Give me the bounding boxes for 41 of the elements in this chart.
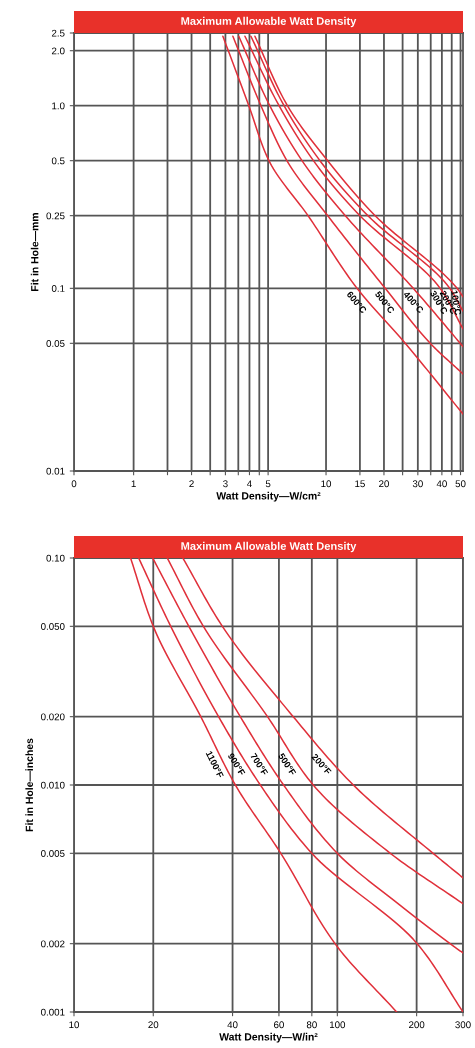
x-tick-label: 40 bbox=[436, 480, 447, 488]
x-tick-label: 10 bbox=[69, 1021, 80, 1029]
x-tick-label: 80 bbox=[306, 1021, 317, 1029]
x-tick-label: 3 bbox=[223, 480, 228, 488]
y-tick-label: 0.010 bbox=[41, 781, 65, 789]
y-tick-label: 0.020 bbox=[41, 713, 65, 721]
x-tick-label: 1 bbox=[131, 480, 136, 488]
y-tick-label: 0.25 bbox=[46, 212, 65, 220]
x-tick-label: 30 bbox=[412, 480, 423, 488]
x-axis-title: Watt Density—W/cm² bbox=[216, 491, 321, 502]
y-tick-label: 0.050 bbox=[41, 623, 65, 630]
y-tick-label: 0.05 bbox=[46, 340, 65, 347]
x-tick-label: 5 bbox=[265, 480, 271, 488]
y-tick-label: 1.0 bbox=[52, 102, 65, 110]
x-tick-label: 20 bbox=[148, 1021, 159, 1029]
x-tick-label: 300 bbox=[455, 1021, 471, 1029]
y-tick-label: 0.10 bbox=[46, 554, 65, 562]
x-tick-label: 60 bbox=[274, 1021, 284, 1029]
y-tick-label: 0.01 bbox=[46, 467, 65, 475]
x-tick-label: 50 bbox=[455, 480, 466, 488]
x-tick-label: 15 bbox=[355, 480, 365, 488]
x-tick-label: 4 bbox=[246, 480, 252, 488]
y-tick-label: 2.5 bbox=[51, 29, 65, 37]
y-axis-title: Fit in Hole—mm bbox=[30, 213, 39, 291]
x-tick-label: 100 bbox=[329, 1021, 346, 1029]
x-tick-label: 40 bbox=[227, 1021, 238, 1029]
chart-title: Maximum Allowable Watt Density bbox=[181, 541, 357, 553]
x-axis-title: Watt Density—W/in² bbox=[219, 1032, 318, 1043]
x-tick-label: 0 bbox=[71, 480, 77, 488]
y-tick-label: 0.005 bbox=[41, 850, 65, 857]
y-tick-label: 0.1 bbox=[51, 285, 65, 292]
y-tick-label: 0.001 bbox=[41, 1008, 65, 1016]
x-tick-label: 20 bbox=[379, 480, 389, 488]
x-tick-label: 2 bbox=[189, 480, 194, 488]
x-tick-label: 200 bbox=[409, 1021, 425, 1029]
y-tick-label: 2.0 bbox=[51, 47, 65, 55]
y-tick-label: 0.5 bbox=[51, 157, 65, 165]
y-axis-title: Fit in Hole—inches bbox=[25, 738, 34, 832]
y-tick-label: 0.002 bbox=[41, 940, 65, 948]
x-tick-label: 10 bbox=[321, 480, 332, 488]
chart-title: Maximum Allowable Watt Density bbox=[181, 16, 357, 28]
